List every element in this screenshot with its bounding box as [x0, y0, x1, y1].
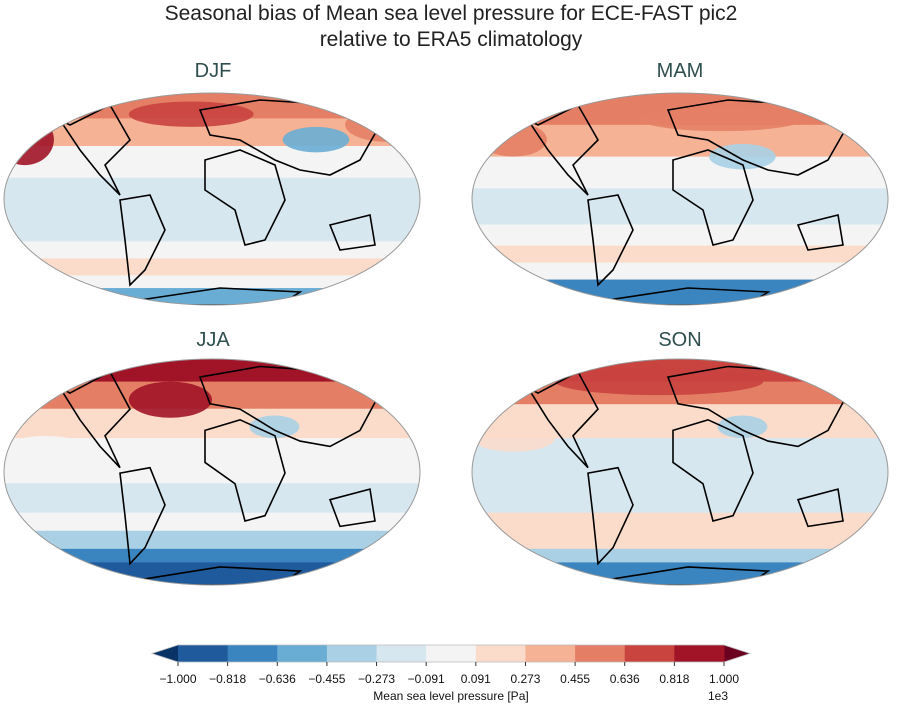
bias-region: [480, 122, 547, 157]
bias-band: [4, 275, 420, 290]
coastline: [204, 418, 286, 522]
bias-region: [4, 435, 88, 463]
bias-band: [4, 288, 420, 305]
coastline: [57, 370, 131, 469]
colorbar-tick-label: −0.636: [258, 672, 296, 686]
coastline: [796, 214, 844, 251]
bias-region: [638, 105, 805, 132]
colorbar-segment: [426, 645, 477, 662]
colorbar-tick-label: −0.273: [358, 672, 396, 686]
colorbar-segment: [178, 645, 229, 662]
colorbar-segment: [227, 645, 278, 662]
bias-band: [472, 548, 888, 564]
coastline: [587, 466, 634, 566]
bias-band: [4, 562, 420, 585]
bias-band: [472, 224, 888, 247]
colorbar-segment: [575, 645, 626, 662]
bias-band: [4, 241, 420, 260]
figure-title-line1: Seasonal bias of Mean sea level pressure…: [164, 2, 738, 25]
bias-band: [4, 530, 420, 550]
map-panel-jja: [3, 358, 421, 586]
bias-band: [472, 156, 888, 190]
coastline: [796, 488, 844, 528]
bias-region: [128, 101, 254, 127]
map-panel-djf: [3, 92, 421, 306]
panel-title-jja: JJA: [196, 329, 230, 351]
colorbar-under-extension: [152, 645, 178, 662]
colorbar-tick-label: 0.273: [510, 672, 541, 686]
colorbar-segment: [376, 645, 427, 662]
panel-title-mam: MAM: [656, 60, 704, 82]
bias-band: [472, 512, 888, 532]
bias-band: [472, 562, 888, 585]
panel-title-son: SON: [658, 329, 702, 351]
bias-band: [472, 245, 888, 264]
colorbar-segment: [326, 645, 378, 662]
coastline: [525, 370, 599, 469]
colorbar-segment: [475, 645, 526, 662]
bias-region: [555, 368, 764, 396]
coastline: [119, 466, 166, 566]
colorbar-tick-label: 0.091: [460, 672, 491, 686]
colorbar-tick-label: 0.455: [560, 672, 591, 686]
colorbar-label: Mean sea level pressure [Pa]: [373, 689, 529, 703]
map-boundary: [471, 92, 889, 306]
colorbar-tick-label: −0.455: [308, 672, 346, 686]
colorbar-segment: [525, 645, 576, 662]
coastline: [328, 488, 376, 528]
bias-band: [472, 483, 888, 514]
colorbar-segment: [277, 645, 328, 662]
bias-band: [4, 483, 420, 514]
bias-band: [4, 512, 420, 532]
colorbar-tick-label: −0.818: [209, 672, 247, 686]
coastline: [204, 149, 286, 246]
colorbar: [150, 644, 752, 666]
coastline: [587, 194, 634, 287]
colorbar-over-extension: [724, 645, 750, 662]
bias-band: [4, 408, 420, 440]
map-boundary: [471, 358, 889, 586]
bias-band: [472, 279, 888, 305]
bias-band: [472, 530, 888, 550]
coastline: [119, 194, 166, 287]
colorbar-segment: [624, 645, 675, 662]
colorbar-segment: [674, 645, 725, 662]
bias-band: [4, 209, 420, 243]
colorbar-tick-label: 0.636: [609, 672, 640, 686]
bias-band: [4, 359, 420, 383]
bias-band: [4, 381, 420, 410]
bias-region: [345, 107, 420, 142]
colorbar-tick-label: 1.000: [708, 672, 740, 686]
figure-title-line2: relative to ERA5 climatology: [319, 28, 583, 51]
colorbar-multiplier: 1e3: [708, 689, 729, 703]
bias-band: [4, 548, 420, 564]
bias-region: [472, 424, 556, 452]
bias-region: [717, 415, 768, 439]
coastline: [328, 214, 376, 251]
colorbar-tick-label: 0.818: [659, 672, 690, 686]
bias-band: [472, 262, 888, 281]
bias-band: [4, 146, 420, 179]
map-panel-son: [471, 358, 889, 586]
bias-region: [128, 381, 212, 418]
bias-region: [282, 126, 350, 153]
coastline: [672, 149, 754, 246]
map-boundary: [3, 92, 421, 306]
coastline: [672, 418, 754, 522]
map-panel-mam: [471, 92, 889, 306]
coastline: [57, 103, 131, 196]
colorbar-tick-label: −1.000: [159, 672, 197, 686]
bias-region: [249, 415, 300, 439]
coastline: [525, 103, 599, 196]
map-boundary: [3, 358, 421, 586]
colorbar-tick-label: −0.091: [407, 672, 445, 686]
bias-band: [4, 258, 420, 277]
panel-title-djf: DJF: [194, 60, 232, 82]
